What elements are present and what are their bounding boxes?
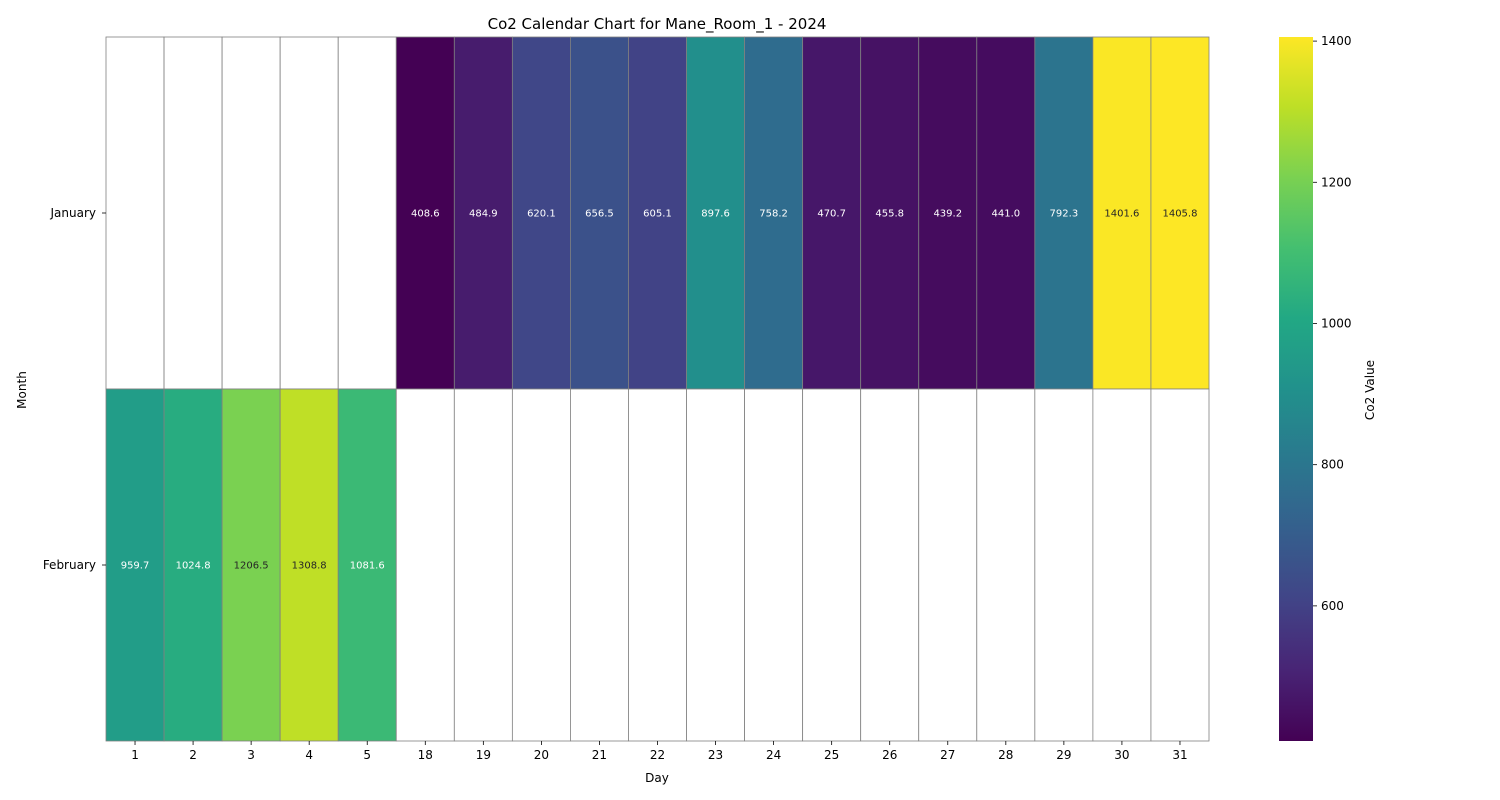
y-tick-label: February [43,558,96,572]
cell-value-label: 1206.5 [234,561,269,572]
x-axis: 1 2 3 4 5 18 19 20 21 22 23 24 25 26 27 28 29 30 31 [131,741,1188,762]
heatmap-cell [686,388,745,742]
heatmap-cell [105,388,165,742]
heatmap-cell [163,36,223,390]
heatmap-cell [453,388,513,742]
heatmap-cell [511,36,571,390]
colorbar-tick-label: 1200 [1321,175,1352,189]
cell-value-label: 484.9 [469,209,498,220]
x-tick-label: 4 [305,748,313,762]
heatmap-cell [163,388,223,742]
heatmap-cell [976,388,1036,742]
x-tick-label: 28 [998,748,1013,762]
cell-value-label: 1405.8 [1162,209,1197,220]
heatmap-cell [453,36,513,390]
heatmap-cell [570,388,629,742]
heatmap-cell [860,388,920,742]
x-tick-label: 19 [476,748,491,762]
x-tick-label: 1 [131,748,139,762]
cell-value-label: 897.6 [701,209,730,220]
x-tick-label: 26 [882,748,897,762]
heatmap-cell [1150,388,1210,742]
colorbar-tick-label: 600 [1321,599,1344,613]
y-axis: January February [43,206,106,572]
x-tick-label: 22 [650,748,665,762]
colorbar-tick-label: 1400 [1321,34,1352,48]
heatmap-cell [279,388,339,742]
x-tick-label: 5 [363,748,371,762]
colorbar-label: Co2 Value [1363,360,1377,420]
cell-value-label: 470.7 [817,209,846,220]
x-tick-label: 29 [1056,748,1071,762]
heatmap-cell [337,388,397,742]
cell-value-label: 441.0 [991,209,1020,220]
cell-value-label: 656.5 [585,209,614,220]
cell-value-label: 1401.6 [1104,209,1139,220]
cell-value-label: 1308.8 [292,561,327,572]
cell-value-label: 605.1 [643,209,672,220]
heatmap-cell [802,36,862,390]
colorbar-tick-label: 1000 [1321,316,1352,330]
x-tick-label: 2 [189,748,197,762]
heatmap-cell [918,388,978,742]
heatmap-cell [686,36,745,390]
x-tick-label: 21 [592,748,607,762]
heatmap-cell [1092,36,1152,390]
cell-value-label: 455.8 [875,209,904,220]
cell-value-label: 1081.6 [350,561,385,572]
cell-value-label: 758.2 [759,209,788,220]
heatmap-cell [395,388,455,742]
colorbar: 600 800 1000 1200 1400 [1279,34,1352,741]
heatmap-cell [802,388,862,742]
heatmap-cell [744,388,804,742]
x-axis-label: Day [645,771,669,785]
heatmap-cell [1034,36,1094,390]
heatmap-cell [511,388,571,742]
heatmap-cell [628,388,687,742]
cell-value-label: 959.7 [121,561,150,572]
chart-title: Co2 Calendar Chart for Mane_Room_1 - 202… [488,15,827,34]
heatmap-cell [395,36,455,390]
x-tick-label: 18 [418,748,433,762]
x-tick-label: 25 [824,748,839,762]
x-tick-label: 20 [534,748,549,762]
heatmap-cell [221,388,281,742]
heatmap-cell [221,36,281,390]
cell-value-label: 620.1 [527,209,556,220]
cell-value-label: 1024.8 [176,561,211,572]
x-tick-label: 3 [247,748,255,762]
x-tick-label: 24 [766,748,781,762]
cell-value-label: 439.2 [933,209,962,220]
heatmap-cell [279,36,339,390]
x-tick-label: 31 [1172,748,1187,762]
cell-value-label: 408.6 [411,209,440,220]
colorbar-tick-label: 800 [1321,458,1344,472]
heatmap-cell [1092,388,1152,742]
x-tick-label: 27 [940,748,955,762]
heatmap-cell [1034,388,1094,742]
y-axis-label: Month [15,371,29,409]
x-tick-label: 30 [1114,748,1129,762]
heatmap-cell [105,36,165,390]
x-tick-label: 23 [708,748,723,762]
colorbar-gradient [1279,37,1313,741]
heatmap-cell [918,36,978,390]
cell-value-label: 792.3 [1050,209,1079,220]
heatmap-cell [337,36,397,390]
y-tick-label: January [50,206,97,220]
heatmap-cell [628,36,687,390]
cell-value-labels: 408.6 484.9 620.1 656.5 605.1 897.6 758.2 470.7… [121,209,1198,572]
heatmap-cell [570,36,629,390]
heatmap-cell [1150,36,1210,390]
heatmap-cells [105,36,1210,742]
